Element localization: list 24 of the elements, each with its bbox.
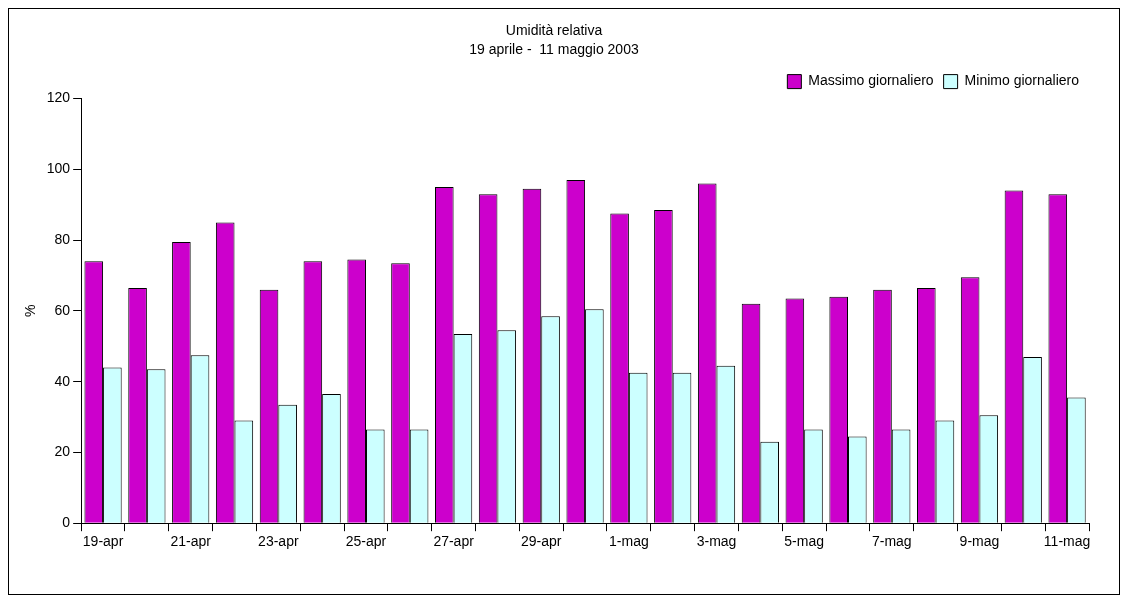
y-tick-label: 120 (46, 89, 71, 106)
chart-title: Umidità relativa (505, 22, 603, 39)
y-tick-label: 80 (54, 230, 71, 247)
x-tick-label: 21-apr (170, 533, 212, 550)
y-axis-title: % (22, 304, 39, 318)
y-tick-label: 100 (46, 160, 71, 177)
x-tick-label: 23-apr (258, 533, 299, 550)
legend-label: Minimo giornaliero (964, 72, 1080, 89)
x-tick-label: 25-apr (345, 533, 387, 550)
x-tick-label: 9-mag (959, 533, 1000, 550)
x-tick-label: 7-mag (871, 533, 912, 550)
x-tick-label: 5-mag (784, 533, 825, 550)
x-tick-label: 11-mag (1043, 533, 1091, 550)
x-tick-label: 29-apr (521, 533, 562, 550)
x-tick-label: 19-apr (82, 533, 124, 550)
x-tick-label: 3-mag (696, 533, 737, 550)
y-tick-label: 20 (54, 443, 71, 460)
x-tick-label: 1-mag (609, 533, 649, 550)
chart-subtitle: 19 aprile - 11 maggio 2003 (469, 41, 639, 58)
x-tick-label: 27-apr (433, 533, 475, 550)
legend-label: Massimo giornaliero (808, 72, 934, 89)
y-tick-label: 40 (54, 372, 71, 389)
y-tick-label: 0 (62, 514, 71, 531)
y-tick-label: 60 (54, 301, 71, 318)
